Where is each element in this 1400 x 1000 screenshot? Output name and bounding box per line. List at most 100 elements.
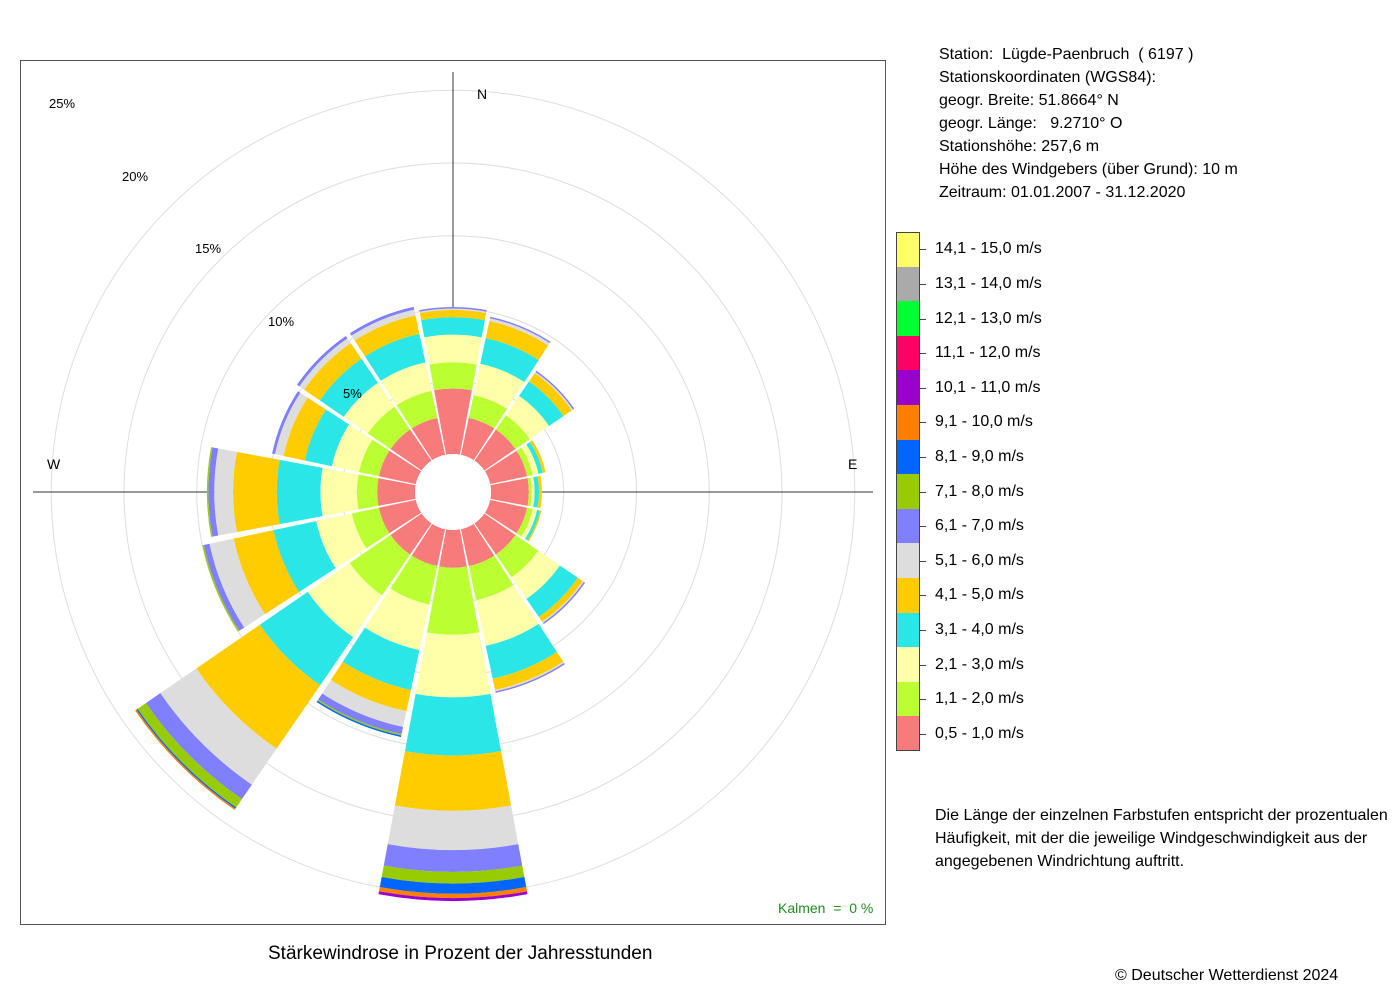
sector-S-class-5 — [394, 751, 512, 811]
sector-WSW-class-3 — [316, 513, 367, 569]
sector-SE-class-4 — [526, 565, 578, 617]
sector-SSW-class-7 — [318, 693, 404, 735]
legend-tick — [920, 387, 926, 389]
sector-ESE-class-2 — [516, 507, 533, 537]
center-calm-circle — [415, 454, 491, 530]
sector-WNW-class-3 — [331, 424, 373, 472]
legend-label: 12,1 - 13,0 m/s — [935, 309, 1042, 327]
sector-SE-class-1 — [474, 513, 516, 555]
legend-label: 0,5 - 1,0 m/s — [935, 724, 1024, 742]
station-name: Station: Lügde-Paenbruch ( 6197 ) — [939, 46, 1194, 63]
legend-label: 1,1 - 2,0 m/s — [935, 690, 1024, 708]
legend-tick — [920, 664, 926, 666]
legend-swatch — [896, 232, 920, 267]
sector-NNE-class-2 — [468, 395, 507, 429]
compass-label-N: N — [477, 86, 487, 102]
sector-SW-class-5 — [196, 624, 321, 749]
legend-label: 4,1 - 5,0 m/s — [935, 586, 1024, 604]
sector-NE-class-3 — [505, 395, 550, 440]
legend-label: 10,1 - 11,0 m/s — [935, 378, 1041, 396]
legend-tick — [920, 318, 926, 320]
sector-ENE-class-2 — [516, 447, 533, 477]
legend-label: 13,1 - 14,0 m/s — [935, 274, 1042, 292]
sector-WSW-class-4 — [273, 521, 336, 592]
legend-label: 7,1 - 8,0 m/s — [935, 482, 1024, 500]
sensor-height: Höhe des Windgebers (über Grund): 10 m — [939, 161, 1238, 178]
plot-frame — [20, 60, 886, 925]
sector-SW-class-4 — [259, 591, 354, 686]
compass-label-W: W — [47, 456, 61, 472]
sector-E-class-5 — [537, 475, 542, 509]
legend-swatch — [896, 543, 920, 578]
sector-W-class-4 — [276, 459, 323, 525]
sector-S-class-1 — [439, 529, 467, 568]
sector-SE-class-3 — [511, 550, 560, 599]
sector-NW-class-3 — [343, 382, 395, 434]
sector-S-class-3 — [415, 632, 491, 698]
sector-SE-class-2 — [495, 534, 539, 578]
legend-tick — [920, 733, 926, 735]
legend-swatch — [896, 508, 920, 544]
sector-SSE-class-3 — [476, 584, 539, 646]
sector-S-class-11 — [378, 891, 528, 902]
sector-W-class-3 — [320, 467, 359, 517]
legend-label: 9,1 - 10,0 m/s — [935, 413, 1033, 431]
legend-swatch — [896, 439, 920, 475]
sector-W-class-5 — [233, 451, 280, 533]
sector-NNE-class-4 — [480, 338, 539, 383]
station-elevation: Stationshöhe: 257,6 m — [939, 138, 1100, 155]
legend-note: Die Länge der einzelnen Farbstufen entsp… — [935, 807, 1388, 870]
legend-tick — [920, 249, 926, 251]
sector-NNW-class-7 — [349, 306, 415, 336]
sector-S-class-6 — [387, 805, 519, 851]
sector-SE-class-5 — [538, 577, 583, 622]
sector-W-class-7 — [208, 447, 219, 537]
legend-tick — [920, 422, 926, 424]
sector-NE-class-6 — [534, 371, 574, 411]
sector-SW-class-2 — [349, 534, 411, 596]
sector-NNE-class-5 — [485, 321, 549, 361]
rose-plot-area: 5% 10% 15% 20% 25% N E W — [33, 72, 873, 902]
legend-tick — [920, 699, 926, 701]
legend-tick — [920, 353, 926, 355]
sector-SSE-class-4 — [485, 623, 557, 679]
sector-SSW-class-6 — [322, 680, 407, 727]
legend-label: 6,1 - 7,0 m/s — [935, 517, 1024, 535]
ring-label-25: 25% — [49, 96, 75, 111]
legend-tick — [920, 560, 926, 562]
sector-WNW-class-6 — [274, 392, 308, 456]
sector-NNW-class-2 — [396, 390, 438, 429]
sector-N-class-3 — [424, 334, 482, 365]
sector-SSE-class-7 — [495, 662, 565, 693]
sector-W-class-6 — [214, 448, 237, 536]
sector-N-class-2 — [429, 362, 477, 391]
sector-ESE-class-4 — [525, 509, 540, 541]
station-longitude: geogr. Länge: 9.2710° O — [939, 115, 1123, 132]
legend-swatch — [896, 716, 920, 751]
sector-NE-class-4 — [519, 381, 564, 426]
sector-NW-class-2 — [367, 406, 411, 450]
sector-E-class-1 — [490, 478, 529, 506]
sector-WSW-class-5 — [233, 530, 300, 615]
sector-WNW-class-7 — [272, 391, 301, 455]
ring-label-10: 10% — [268, 314, 294, 329]
chart-title: Stärkewindrose in Prozent der Jahresstun… — [268, 943, 653, 964]
sector-E-class-2 — [527, 477, 532, 507]
sector-NE-class-7 — [535, 370, 575, 410]
wind-rose: 5% 10% 15% 20% 25% N E W — [33, 72, 873, 902]
sector-W-class-1 — [377, 478, 416, 506]
sector-S-class-10 — [378, 887, 528, 899]
sector-N-class-7 — [419, 307, 487, 312]
sector-NW-class-7 — [296, 335, 348, 387]
sector-NW-class-1 — [390, 429, 432, 471]
sector-E-class-3 — [530, 477, 535, 507]
legend-label: 11,1 - 12,0 m/s — [935, 344, 1041, 362]
legend-swatch — [896, 681, 920, 717]
sector-S-class-9 — [379, 877, 527, 894]
sector-WSW-class-7 — [203, 543, 245, 631]
sector-ESE-class-1 — [484, 499, 528, 534]
sector-WSW-class-1 — [378, 499, 422, 534]
sector-SSE-class-2 — [468, 555, 514, 601]
legend-swatch — [896, 301, 920, 336]
legend-swatch — [896, 647, 920, 682]
